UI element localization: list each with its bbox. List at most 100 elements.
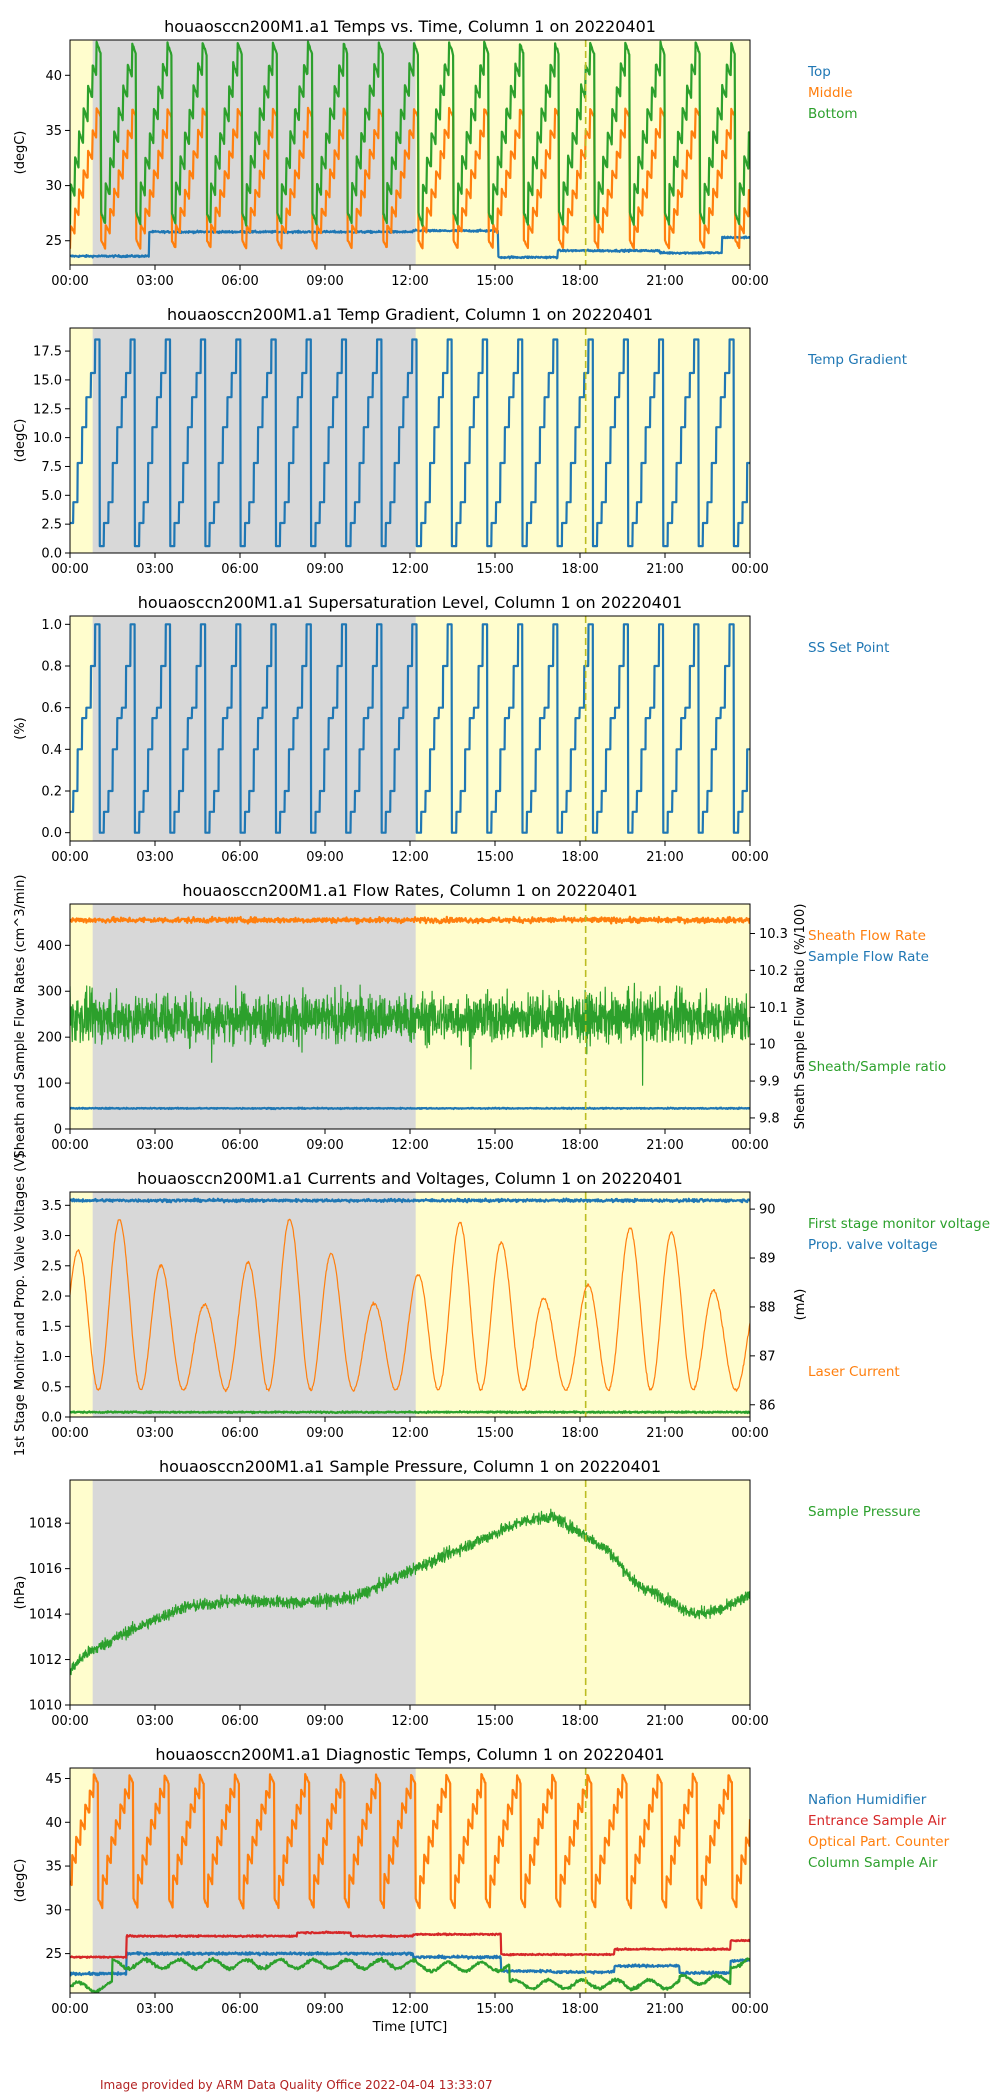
x-tick-label: 06:00 (221, 2002, 258, 2017)
x-tick-label: 21:00 (646, 562, 683, 577)
y-tick-label: 10.0 (33, 431, 62, 446)
x-tick-label: 09:00 (306, 1138, 343, 1153)
chart-panel-2: houaosccn200M1.a1 Temp Gradient, Column … (13, 305, 907, 577)
x-tick-label: 09:00 (306, 274, 343, 289)
series-line-sheath-sample-ratio (70, 982, 750, 1086)
y-tick-label: 0.2 (41, 785, 62, 800)
y-tick-label: 15.0 (33, 373, 62, 388)
x-tick-label: 15:00 (476, 1714, 513, 1729)
x-tick-label: 00:00 (51, 562, 88, 577)
x-tick-label: 12:00 (391, 1138, 428, 1153)
x-tick-label: 15:00 (476, 850, 513, 865)
x-tick-label: 21:00 (646, 850, 683, 865)
y-tick-label: 1.0 (41, 618, 62, 633)
y-tick-label: 35 (45, 124, 62, 139)
legend-entry: Optical Part. Counter (808, 1834, 950, 1850)
y-tick-label: 1012 (29, 1653, 62, 1668)
y2-tick-label: 88 (759, 1300, 776, 1315)
x-axis-label: Time [UTC] (372, 2019, 448, 2035)
x-tick-label: 09:00 (306, 562, 343, 577)
night-shading (92, 616, 416, 841)
series-line-entrance-sample-air (70, 1930, 750, 1959)
x-tick-label: 06:00 (221, 850, 258, 865)
x-tick-label: 06:00 (221, 562, 258, 577)
series-line-optical-part-counter (70, 1772, 750, 1910)
y-tick-label: 5.0 (41, 489, 62, 504)
legend: SS Set Point (808, 640, 889, 656)
x-tick-label: 00:00 (51, 1138, 88, 1153)
legend-entry: Column Sample Air (808, 1855, 938, 1871)
x-tick-label: 06:00 (221, 274, 258, 289)
y-tick-label: 100 (37, 1077, 62, 1092)
y-tick-label: 0.4 (41, 743, 62, 758)
x-tick-label: 21:00 (646, 274, 683, 289)
legend-entry: Bottom (808, 106, 858, 122)
night-shading (92, 328, 416, 553)
legend-entry: Nafion Humidifier (808, 1792, 927, 1808)
y2-tick-label: 9.9 (759, 1075, 780, 1090)
legend-entry: Sheath/Sample ratio (808, 1059, 946, 1075)
y2-tick-label: 10.3 (759, 927, 788, 942)
legend-entry: Prop. valve voltage (808, 1237, 938, 1253)
legend-entry: Top (807, 64, 831, 80)
legend-entry: Sample Pressure (808, 1504, 921, 1520)
legend-entry: Middle (808, 85, 853, 101)
x-tick-label: 09:00 (306, 1714, 343, 1729)
legend: Sheath Flow Rate Sample Flow Rate Sheath/S… (808, 928, 946, 1075)
legend-entry: Sample Flow Rate (808, 949, 929, 965)
x-tick-label: 00:00 (731, 562, 768, 577)
series-line-sample-flow-rate (70, 1106, 750, 1111)
y-tick-label: 2.5 (41, 1259, 62, 1274)
legend-entry: SS Set Point (808, 640, 889, 656)
x-tick-label: 00:00 (51, 850, 88, 865)
chart-title: houaosccn200M1.a1 Sample Pressure, Colum… (159, 1457, 661, 1476)
x-tick-label: 00:00 (731, 850, 768, 865)
x-tick-label: 18:00 (561, 2002, 598, 2017)
y2-tick-label: 86 (759, 1398, 776, 1413)
y-tick-label: 0.0 (41, 826, 62, 841)
chart-title: houaosccn200M1.a1 Temps vs. Time, Column… (164, 17, 656, 36)
legend: Nafion Humidifier Entrance Sample Air Opti… (808, 1792, 950, 1871)
y-tick-label: 1.0 (41, 1350, 62, 1365)
x-tick-label: 21:00 (646, 2002, 683, 2017)
y-tick-label: 1018 (29, 1517, 62, 1532)
footer-credit: Image provided by ARM Data Quality Offic… (100, 2078, 493, 2092)
legend: Sample Pressure (808, 1504, 921, 1520)
x-tick-label: 00:00 (731, 274, 768, 289)
y-tick-label: 0.6 (41, 701, 62, 716)
y-tick-label: 300 (37, 985, 62, 1000)
chart-panel-1: houaosccn200M1.a1 Temps vs. Time, Column… (13, 17, 858, 289)
y2-tick-label: 87 (759, 1349, 776, 1364)
x-tick-label: 00:00 (51, 2002, 88, 2017)
y-tick-label: 0.0 (41, 547, 62, 562)
y-tick-label: 1014 (29, 1608, 62, 1623)
x-tick-label: 15:00 (476, 2002, 513, 2017)
y-tick-label: 40 (45, 69, 62, 84)
series-line-column-sample-air (70, 1956, 750, 1993)
chart-title: houaosccn200M1.a1 Flow Rates, Column 1 o… (182, 881, 637, 900)
y-axis-label: (hPa) (13, 1576, 28, 1610)
y-tick-label: 7.5 (41, 460, 62, 475)
chart-title: houaosccn200M1.a1 Temp Gradient, Column … (167, 305, 653, 324)
y-tick-label: 0.8 (41, 660, 62, 675)
y-tick-label: 400 (37, 939, 62, 954)
legend-entry: Temp Gradient (807, 352, 907, 368)
x-tick-label: 18:00 (561, 274, 598, 289)
series-line-bottom (70, 40, 750, 227)
series-line-sample-pressure (70, 1508, 750, 1676)
series-line-nafion-humidifier (70, 1951, 750, 1977)
legend: Top Middle Bottom (807, 64, 858, 122)
x-tick-label: 15:00 (476, 1426, 513, 1441)
x-tick-label: 06:00 (221, 1714, 258, 1729)
x-tick-label: 15:00 (476, 562, 513, 577)
y-tick-label: 30 (45, 1903, 62, 1918)
x-tick-label: 18:00 (561, 850, 598, 865)
y2-tick-label: 90 (759, 1203, 776, 1218)
y2-tick-label: 10 (759, 1038, 776, 1053)
x-tick-label: 09:00 (306, 850, 343, 865)
x-tick-label: 03:00 (136, 1138, 173, 1153)
y2-axis-label: (mA) (793, 1289, 808, 1321)
x-tick-label: 12:00 (391, 850, 428, 865)
x-tick-label: 21:00 (646, 1714, 683, 1729)
legend-entry: Laser Current (808, 1364, 900, 1380)
